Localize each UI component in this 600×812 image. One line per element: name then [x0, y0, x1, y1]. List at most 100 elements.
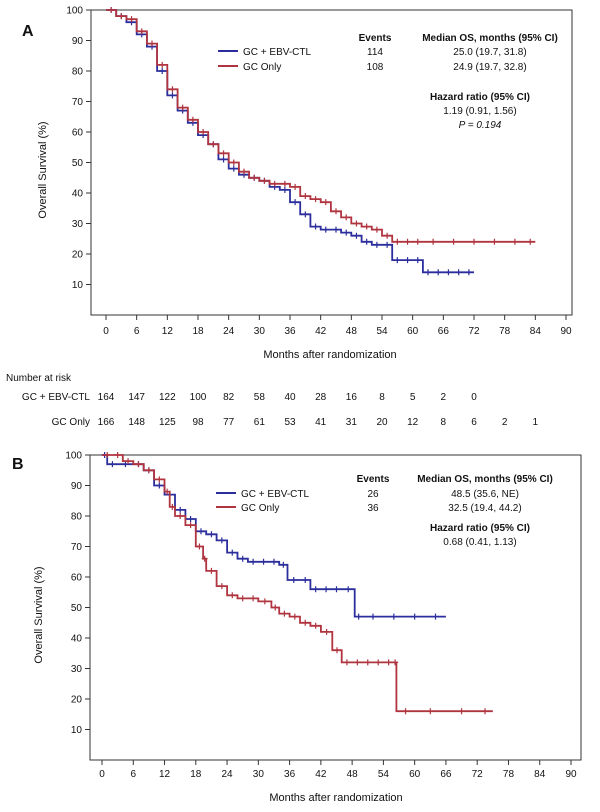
censor-mark-a-ctl	[159, 68, 166, 74]
censor-mark-a-gc	[189, 116, 196, 123]
y-tick-label-b: 70	[71, 542, 83, 553]
hazard-value-b: 0.68 (0.41, 1.13)	[443, 537, 516, 548]
censor-mark-b-gc	[261, 598, 268, 605]
censor-mark-a-gc	[261, 177, 268, 184]
legend-label-ctl: GC + EBV-CTL	[243, 47, 312, 58]
censor-mark-a-gc	[230, 159, 237, 166]
x-tick-label-a: 36	[284, 326, 296, 337]
legend-label-ctl-b: GC + EBV-CTL	[241, 489, 310, 500]
risk-table: Number at risk GC + EBV-CTL GC Only 164 1…	[6, 373, 539, 428]
y-tick-label-a: 90	[72, 36, 84, 47]
censor-mark-a-gc	[159, 61, 166, 68]
censor-mark-b-ctl	[290, 577, 297, 584]
censor-mark-b-ctl	[239, 555, 246, 562]
censor-mark-a-gc	[271, 180, 278, 187]
censor-mark-a-gc	[343, 214, 350, 221]
x-tick-label-b: 6	[130, 769, 136, 780]
y-tick-label-a: 10	[72, 280, 84, 291]
x-tick-label-a: 30	[254, 326, 266, 337]
risk-cell-ctl: 2	[441, 392, 447, 403]
x-tick-label-a: 42	[315, 326, 327, 337]
x-tick-label-b: 54	[378, 769, 390, 780]
y-tick-label-a: 70	[72, 97, 84, 108]
censor-mark-a-ctl	[322, 226, 329, 233]
risk-cell-ctl: 164	[98, 392, 115, 403]
censor-mark-b-ctl	[250, 558, 257, 565]
censor-mark-b-ctl	[156, 482, 163, 489]
censor-mark-b-gc	[208, 567, 215, 574]
risk-cell-ctl: 5	[410, 392, 416, 403]
risk-cell-gc: 8	[441, 417, 447, 428]
censor-mark-a-gc	[491, 238, 498, 245]
censor-mark-b-gc	[218, 583, 225, 590]
risk-cell-gc: 2	[502, 417, 508, 428]
x-tick-label-a: 90	[560, 326, 572, 337]
censor-mark-b-gc	[272, 604, 279, 611]
median-ctl: 25.0 (19.7, 31.8)	[453, 47, 526, 58]
censor-mark-b-ctl	[187, 516, 194, 523]
censor-mark-a-ctl	[302, 211, 309, 218]
censor-mark-b-gc	[135, 461, 142, 468]
panel-label-a: A	[22, 23, 34, 40]
censor-mark-a-ctl	[169, 92, 176, 99]
hazard-title: Hazard ratio (95% CI)	[430, 92, 530, 103]
censor-mark-a-gc	[450, 238, 457, 245]
censor-mark-a-ctl	[445, 269, 452, 276]
panel-b-x-axis-label: Months after randomization	[269, 792, 402, 804]
censor-mark-b-gc	[375, 659, 382, 666]
censor-mark-a-gc	[353, 220, 360, 227]
censor-mark-b-ctl	[280, 561, 287, 568]
risk-cell-ctl: 58	[254, 392, 266, 403]
x-tick-label-a: 0	[103, 326, 109, 337]
x-tick-label-a: 6	[134, 326, 140, 337]
events-header-b: Events	[357, 474, 390, 485]
risk-cell-ctl: 16	[346, 392, 358, 403]
risk-cell-gc: 41	[315, 417, 327, 428]
risk-cell-gc: 125	[159, 417, 176, 428]
censor-mark-b-ctl	[229, 549, 236, 556]
x-tick-label-a: 72	[468, 326, 480, 337]
censor-mark-a-gc	[527, 238, 534, 245]
censor-mark-a-gc	[292, 183, 299, 190]
censor-mark-a-ctl	[425, 269, 431, 276]
censor-mark-b-gc	[302, 619, 309, 626]
y-tick-label-a: 20	[72, 250, 84, 261]
censor-mark-a-gc	[118, 13, 125, 20]
x-tick-label-a: 78	[499, 326, 511, 337]
censor-mark-b-ctl	[323, 586, 330, 593]
censor-mark-b-ctl	[411, 613, 418, 620]
y-tick-label-b: 50	[71, 603, 83, 614]
events-gc: 108	[367, 62, 384, 73]
panel-a-y-axis-label: Overall Survival (%)	[37, 121, 49, 218]
censor-mark-a-ctl	[312, 223, 319, 230]
censor-mark-b-gc	[427, 708, 434, 715]
censor-mark-b-ctl	[333, 586, 340, 593]
censor-mark-a-gc	[241, 168, 247, 175]
censor-mark-a-gc	[312, 196, 319, 203]
censor-mark-a-gc	[108, 7, 115, 13]
censor-mark-a-ctl	[404, 257, 411, 264]
risk-cell-gc: 77	[223, 417, 235, 428]
censor-mark-b-gc	[229, 592, 236, 599]
censor-mark-a-gc	[138, 28, 145, 35]
censor-mark-b-gc	[125, 458, 132, 465]
median-header: Median OS, months (95% CI)	[422, 33, 558, 44]
censor-mark-a-gc	[404, 238, 411, 245]
y-tick-label-b: 30	[71, 664, 83, 675]
risk-row-label-gc: GC Only	[52, 417, 90, 428]
censor-mark-b-gc	[201, 555, 208, 562]
panel-b-plot: 0 6 12 18 24 30 36 42 48 54 60 66 72 78 84 90 10 20 30 40 50…	[65, 451, 582, 780]
x-tick-label-a: 54	[376, 326, 388, 337]
risk-cell-gc: 20	[376, 417, 388, 428]
censor-mark-b-ctl	[355, 613, 362, 620]
censor-mark-b-ctl	[260, 558, 267, 565]
censor-mark-b-gc	[312, 622, 319, 629]
censor-mark-b-gc	[482, 708, 489, 715]
panel-a-x-axis-label: Months after randomization	[263, 349, 396, 361]
censor-mark-b-ctl	[198, 528, 205, 535]
x-tick-label-a: 84	[530, 326, 542, 337]
panel-b-y-axis-label: Overall Survival (%)	[33, 566, 45, 663]
censor-mark-a-ctl	[435, 269, 442, 276]
